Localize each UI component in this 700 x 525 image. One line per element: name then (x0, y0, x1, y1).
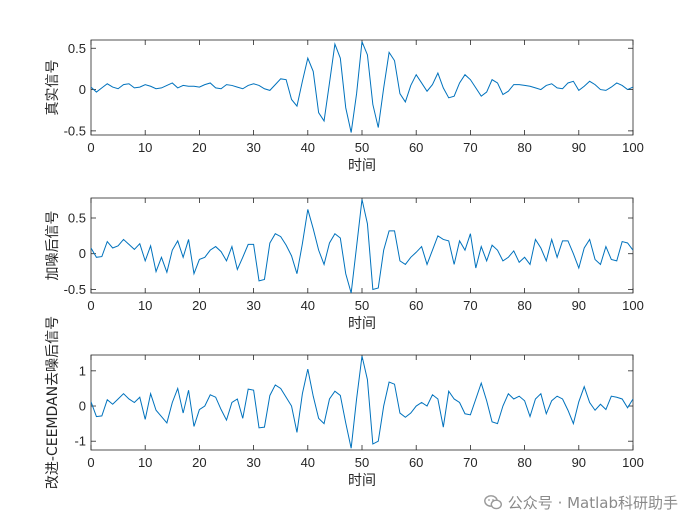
x-tick-label: 90 (572, 140, 586, 155)
x-tick-label: 90 (572, 298, 586, 313)
x-tick-label: 100 (622, 455, 644, 470)
x-tick-label: 40 (301, 298, 315, 313)
x-tick-label: 80 (517, 455, 531, 470)
y-axis-label: 真实信号 (45, 60, 61, 116)
series-line (91, 355, 633, 449)
x-tick-label: 40 (301, 140, 315, 155)
y-tick-label: 0 (79, 82, 86, 97)
x-tick-label: 70 (463, 455, 477, 470)
watermark-text: 公众号 · Matlab科研助手 (507, 494, 678, 512)
wechat-icon (483, 495, 502, 510)
x-tick-label: 0 (87, 455, 94, 470)
x-tick-label: 50 (355, 140, 369, 155)
x-tick-label: 20 (192, 298, 206, 313)
y-axis-label: 改进-CEEMDAN去噪后信号 (45, 316, 61, 489)
watermark: 公众号 · Matlab科研助手 (483, 492, 678, 513)
x-tick-label: 80 (517, 298, 531, 313)
x-tick-label: 10 (138, 455, 152, 470)
axes-box (90, 354, 634, 451)
y-tick-label: -0.5 (64, 282, 86, 297)
x-tick-label: 0 (87, 298, 94, 313)
x-tick-label: 20 (192, 455, 206, 470)
series-line (91, 41, 633, 133)
y-tick-label: -1 (74, 434, 86, 449)
x-tick-label: 10 (138, 298, 152, 313)
x-tick-label: 50 (355, 298, 369, 313)
x-axis-label: 时间 (348, 316, 376, 332)
x-tick-label: 90 (572, 455, 586, 470)
y-tick-label: 0.5 (68, 211, 86, 226)
x-tick-label: 100 (622, 140, 644, 155)
y-tick-label: 0 (79, 399, 86, 414)
series-line (91, 199, 633, 293)
x-tick-label: 70 (463, 298, 477, 313)
x-tick-label: 50 (355, 455, 369, 470)
x-tick-label: 70 (463, 140, 477, 155)
x-tick-label: 30 (246, 298, 260, 313)
axes-box (90, 39, 634, 136)
x-tick-label: 10 (138, 140, 152, 155)
x-tick-label: 0 (87, 140, 94, 155)
x-tick-label: 60 (409, 140, 423, 155)
x-tick-label: 20 (192, 140, 206, 155)
axes-box (90, 197, 634, 294)
x-tick-label: 40 (301, 455, 315, 470)
x-axis-label: 时间 (348, 158, 376, 174)
y-tick-label: -0.5 (64, 123, 86, 138)
y-tick-label: 1 (79, 363, 86, 378)
y-tick-label: 0 (79, 246, 86, 261)
x-tick-label: 30 (246, 140, 260, 155)
x-tick-label: 80 (517, 140, 531, 155)
chart-panel-3: 0 10 20 30 40 50 60 70 80 90 100-101时间改进-CEEMDAN去噪… (45, 316, 644, 489)
y-axis-label: 加噪后信号 (45, 211, 61, 281)
y-tick-label: 0.5 (68, 41, 86, 56)
x-tick-label: 30 (246, 455, 260, 470)
x-tick-label: 60 (409, 455, 423, 470)
x-tick-label: 100 (622, 298, 644, 313)
x-axis-label: 时间 (348, 473, 376, 489)
x-tick-label: 60 (409, 298, 423, 313)
